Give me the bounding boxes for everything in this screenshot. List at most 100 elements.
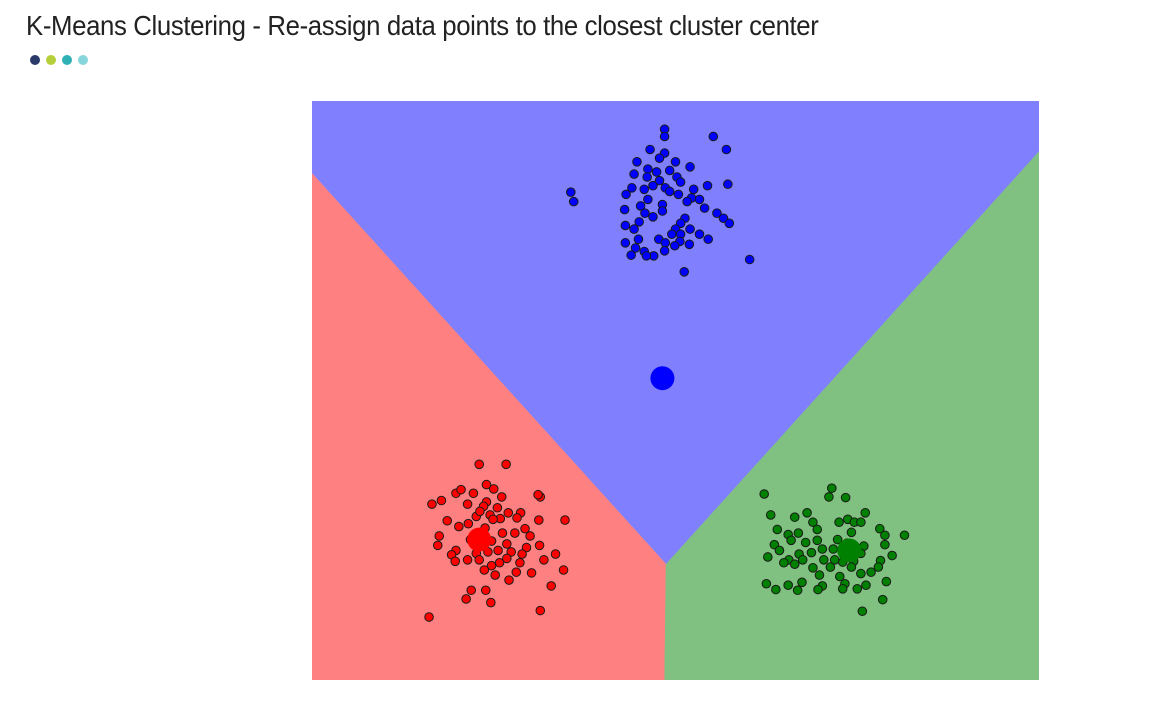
point-green <box>857 606 868 617</box>
point-green <box>866 567 876 577</box>
point-red <box>427 499 437 509</box>
point-blue <box>654 175 665 186</box>
point-green <box>812 524 823 535</box>
point-blue <box>632 156 642 167</box>
point-red <box>468 488 479 499</box>
centroid-green <box>837 538 862 563</box>
kmeans-plot <box>312 101 1039 680</box>
point-red <box>488 484 499 494</box>
point-red <box>560 515 570 525</box>
point-red <box>461 594 471 604</box>
decor-dot-4 <box>78 55 88 65</box>
point-blue <box>659 246 670 256</box>
point-blue <box>642 172 652 182</box>
point-blue <box>629 169 639 179</box>
point-red <box>497 528 508 538</box>
centroid-red <box>467 527 492 552</box>
point-green <box>806 547 817 558</box>
point-red <box>456 484 466 495</box>
point-green <box>812 535 823 546</box>
point-red <box>550 549 561 559</box>
decor-dot-2 <box>46 55 56 65</box>
point-blue <box>723 179 733 190</box>
point-green <box>852 584 863 594</box>
point-red <box>424 612 434 622</box>
point-blue <box>708 131 719 142</box>
point-green <box>763 552 773 562</box>
point-red <box>525 531 535 541</box>
point-green <box>877 594 888 605</box>
point-blue <box>660 238 671 248</box>
point-blue <box>657 206 668 216</box>
point-red <box>539 555 549 565</box>
point-blue <box>643 194 653 205</box>
point-green <box>772 524 783 535</box>
point-blue <box>654 153 665 163</box>
point-red <box>475 506 485 517</box>
point-red <box>481 479 492 490</box>
point-red <box>434 531 445 541</box>
point-red <box>463 518 474 529</box>
point-blue <box>685 162 695 172</box>
point-green <box>873 562 884 572</box>
point-red <box>462 499 473 509</box>
point-red <box>546 581 556 591</box>
point-green <box>856 517 866 528</box>
point-blue <box>685 224 695 234</box>
point-green <box>835 571 845 582</box>
point-blue <box>670 156 681 167</box>
point-red <box>492 502 503 513</box>
point-green <box>899 530 910 541</box>
region-green <box>664 151 1039 680</box>
point-green <box>861 580 871 590</box>
point-blue <box>744 254 755 265</box>
point-green <box>817 544 828 554</box>
point-blue <box>627 183 637 193</box>
point-red <box>558 565 569 575</box>
point-green <box>814 570 825 580</box>
point-blue <box>645 144 655 155</box>
point-green <box>797 577 807 588</box>
point-green <box>779 557 789 568</box>
point-blue <box>664 186 675 197</box>
point-green <box>771 584 781 595</box>
point-red <box>502 539 512 549</box>
point-green <box>834 517 844 528</box>
point-blue <box>682 196 692 207</box>
point-green <box>887 550 897 561</box>
point-green <box>860 508 871 518</box>
point-red <box>479 565 490 575</box>
point-red <box>520 523 530 534</box>
centroid-blue <box>650 366 675 391</box>
point-blue <box>619 204 630 215</box>
point-blue <box>699 203 710 213</box>
point-green <box>856 568 866 579</box>
point-green <box>819 555 829 565</box>
point-green <box>765 510 776 520</box>
point-blue <box>703 234 714 245</box>
point-red <box>496 492 507 502</box>
point-green <box>846 562 857 572</box>
point-red <box>517 549 527 559</box>
chart-title: K-Means Clustering - Re-assign data poin… <box>26 10 819 41</box>
point-red <box>511 567 522 577</box>
point-green <box>800 537 811 548</box>
decorative-dots <box>30 55 88 65</box>
point-green <box>774 545 785 556</box>
point-green <box>797 555 808 565</box>
point-blue <box>702 180 713 191</box>
point-green <box>828 544 839 554</box>
point-blue <box>684 239 695 250</box>
point-blue <box>634 217 644 227</box>
point-red <box>486 560 497 571</box>
points-layer <box>424 124 910 622</box>
point-blue <box>566 187 576 197</box>
point-red <box>526 568 537 578</box>
region-red <box>312 173 667 680</box>
point-red <box>488 514 498 525</box>
point-blue <box>659 131 670 142</box>
point-red <box>534 540 545 551</box>
point-green <box>761 578 772 589</box>
point-blue <box>641 251 652 261</box>
point-red <box>494 557 505 568</box>
